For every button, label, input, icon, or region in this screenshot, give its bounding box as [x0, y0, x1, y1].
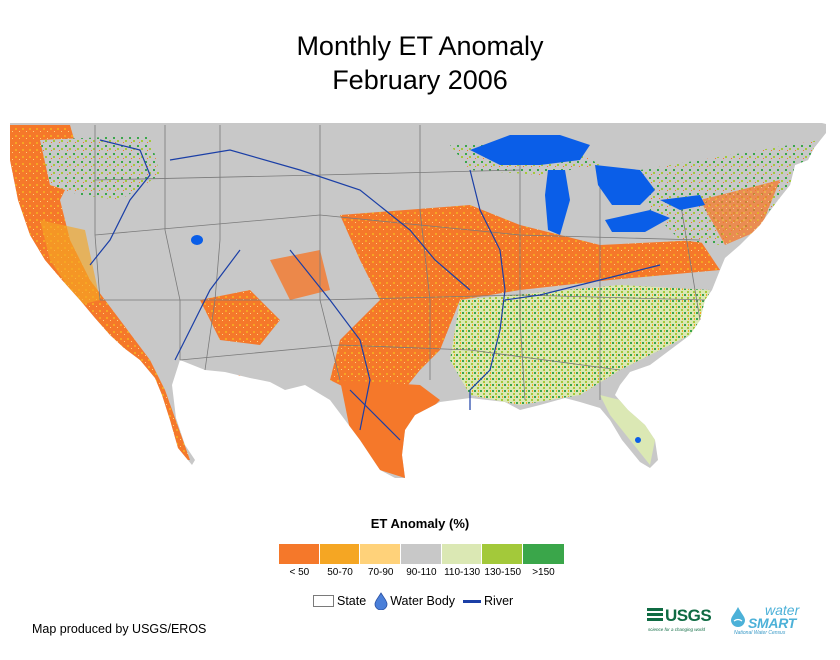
state-border — [179, 344, 621, 371]
pacific-northwest-wet-region — [40, 135, 160, 200]
legend-label: 90-110 — [406, 567, 437, 578]
colorado-river — [174, 249, 241, 361]
legend-label: < 50 — [289, 567, 310, 578]
watersmart-drop-icon — [731, 607, 745, 627]
usgs-tagline: science for a changing world — [648, 627, 706, 632]
legend-label: >150 — [532, 567, 555, 578]
state-border — [319, 125, 341, 381]
legend-color-ramp — [279, 544, 564, 564]
texas-river — [349, 389, 401, 441]
legend-swatch — [441, 544, 483, 564]
state-border — [94, 214, 701, 241]
legend-swatch — [401, 544, 442, 564]
water-body-icon — [374, 592, 388, 610]
central-plains-dry-region — [330, 205, 720, 395]
feature-legend: State Water Body River — [313, 592, 514, 610]
florida-wet-region — [600, 395, 655, 465]
state-border — [94, 169, 521, 181]
state-border — [164, 125, 181, 360]
southeast-wet-region — [450, 285, 710, 405]
legend-label: 110-130 — [444, 567, 481, 578]
california-moderate-region — [40, 220, 100, 305]
legend-label: 50-70 — [327, 567, 353, 578]
watersmart-logo-bottom: SMART — [748, 615, 797, 631]
watersmart-tagline: National Water Census — [734, 630, 786, 636]
water-bodies — [191, 135, 705, 443]
state-border — [519, 150, 526, 401]
central-rockies-dry-patch — [270, 250, 330, 300]
usgs-logo-text: USGS — [665, 606, 712, 625]
state-border — [100, 294, 706, 301]
lake-huron — [595, 165, 655, 205]
state-legend-label: State — [337, 594, 367, 608]
state-borders — [94, 125, 706, 401]
legend-labels: < 50 50-70 70-90 90-110 110-130 130-150 … — [279, 567, 564, 578]
map-credit: Map produced by USGS/EROS — [32, 622, 207, 636]
lake-erie — [605, 210, 670, 232]
state-border — [204, 125, 221, 371]
lake-michigan — [545, 170, 570, 235]
legend-swatch — [319, 544, 361, 564]
legend-label: 130-150 — [484, 567, 522, 578]
river-symbol — [463, 599, 482, 603]
legend-swatch — [279, 544, 320, 564]
columbia-snake-river — [89, 139, 151, 266]
legend-swatch — [360, 544, 402, 564]
map-subtitle-date: February 2006 — [332, 65, 508, 95]
rio-grande-arkansas-river — [289, 249, 371, 431]
watersmart-logo-top: water — [765, 602, 800, 618]
missouri-river — [169, 149, 471, 291]
legend-swatch — [523, 544, 564, 564]
mexico-border-dry-region — [195, 375, 250, 470]
lake-superior — [470, 135, 590, 165]
lake-ontario — [660, 195, 705, 210]
rivers — [89, 139, 661, 441]
ohio-river — [504, 264, 661, 301]
lake-okeechobee — [635, 437, 641, 443]
state-symbol — [313, 595, 334, 607]
legend-label: 70-90 — [367, 567, 394, 578]
legend-swatch — [482, 544, 524, 564]
southwest-dry-region — [200, 290, 280, 345]
state-border — [419, 125, 431, 380]
great-salt-lake — [191, 235, 203, 245]
legend-title: ET Anomaly (%) — [370, 516, 470, 531]
map-title: Monthly ET Anomaly — [296, 31, 544, 61]
water-body-legend-label: Water Body — [390, 594, 456, 608]
us-et-anomaly-map — [10, 123, 826, 478]
usgs-logo-icon — [647, 608, 663, 621]
river-legend-label: River — [484, 594, 514, 608]
mississippi-river — [469, 169, 506, 410]
